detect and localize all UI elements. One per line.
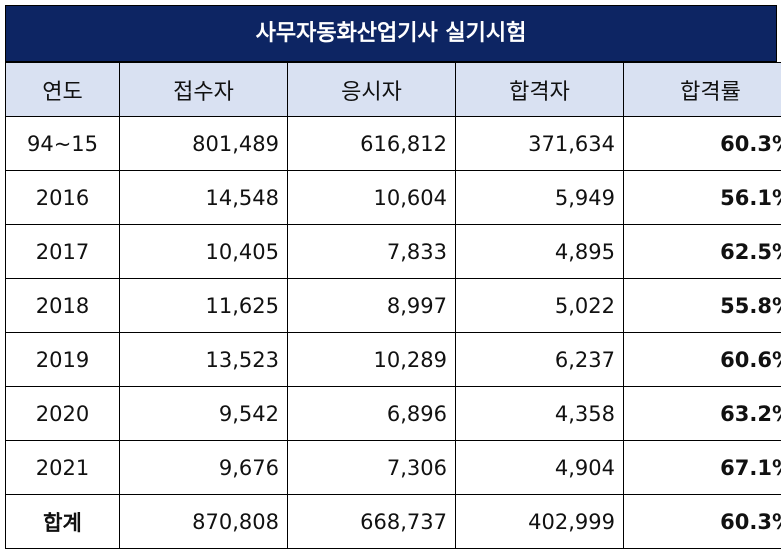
cell-year: 2018 [5, 278, 120, 333]
table-row: 2016 14,548 10,604 5,949 56.1% [5, 170, 781, 225]
table-row: 2020 9,542 6,896 4,358 63.2% [5, 386, 781, 441]
table-row: 2021 9,676 7,306 4,904 67.1% [5, 440, 781, 495]
cell-year: 2017 [5, 224, 120, 279]
cell-applicants: 801,489 [119, 116, 288, 171]
table-row: 2017 10,405 7,833 4,895 62.5% [5, 224, 781, 279]
table-row: 2018 11,625 8,997 5,022 55.8% [5, 278, 781, 333]
cell-applicants: 870,808 [119, 494, 288, 549]
cell-year: 2019 [5, 332, 120, 387]
header-pass-rate: 합격률 [623, 62, 781, 117]
cell-examinees: 668,737 [287, 494, 456, 549]
table-row: 94~15 801,489 616,812 371,634 60.3% [5, 116, 781, 171]
cell-examinees: 6,896 [287, 386, 456, 441]
cell-pass-rate: 60.6% [623, 332, 781, 387]
cell-year: 2020 [5, 386, 120, 441]
cell-examinees: 616,812 [287, 116, 456, 171]
cell-examinees: 8,997 [287, 278, 456, 333]
cell-applicants: 9,542 [119, 386, 288, 441]
cell-applicants: 10,405 [119, 224, 288, 279]
cell-passed: 4,358 [455, 386, 624, 441]
cell-passed: 5,022 [455, 278, 624, 333]
cell-pass-rate: 55.8% [623, 278, 781, 333]
cell-passed: 371,634 [455, 116, 624, 171]
cell-passed: 6,237 [455, 332, 624, 387]
total-row: 합계 870,808 668,737 402,999 60.3% [5, 494, 781, 549]
cell-pass-rate: 62.5% [623, 224, 781, 279]
exam-stats-table-container: 사무자동화산업기사 실기시험 연도 접수자 응시자 합격자 합격률 94~15 … [5, 5, 781, 549]
cell-pass-rate: 60.3% [623, 116, 781, 171]
cell-pass-rate: 60.3% [623, 494, 781, 549]
cell-pass-rate: 56.1% [623, 170, 781, 225]
cell-examinees: 10,289 [287, 332, 456, 387]
cell-total-label: 합계 [5, 494, 120, 549]
header-applicants: 접수자 [119, 62, 288, 117]
header-examinees: 응시자 [287, 62, 456, 117]
cell-year: 94~15 [5, 116, 120, 171]
cell-passed: 4,904 [455, 440, 624, 495]
cell-pass-rate: 63.2% [623, 386, 781, 441]
cell-year: 2021 [5, 440, 120, 495]
cell-passed: 402,999 [455, 494, 624, 549]
table-title: 사무자동화산업기사 실기시험 [5, 5, 777, 62]
header-passed: 합격자 [455, 62, 624, 117]
cell-applicants: 13,523 [119, 332, 288, 387]
cell-passed: 5,949 [455, 170, 624, 225]
exam-stats-table: 연도 접수자 응시자 합격자 합격률 94~15 801,489 616,812… [5, 62, 781, 549]
cell-examinees: 7,833 [287, 224, 456, 279]
cell-examinees: 7,306 [287, 440, 456, 495]
cell-passed: 4,895 [455, 224, 624, 279]
cell-applicants: 14,548 [119, 170, 288, 225]
cell-applicants: 9,676 [119, 440, 288, 495]
cell-applicants: 11,625 [119, 278, 288, 333]
cell-pass-rate: 67.1% [623, 440, 781, 495]
cell-year: 2016 [5, 170, 120, 225]
header-row: 연도 접수자 응시자 합격자 합격률 [5, 62, 781, 117]
table-row: 2019 13,523 10,289 6,237 60.6% [5, 332, 781, 387]
header-year: 연도 [5, 62, 120, 117]
cell-examinees: 10,604 [287, 170, 456, 225]
